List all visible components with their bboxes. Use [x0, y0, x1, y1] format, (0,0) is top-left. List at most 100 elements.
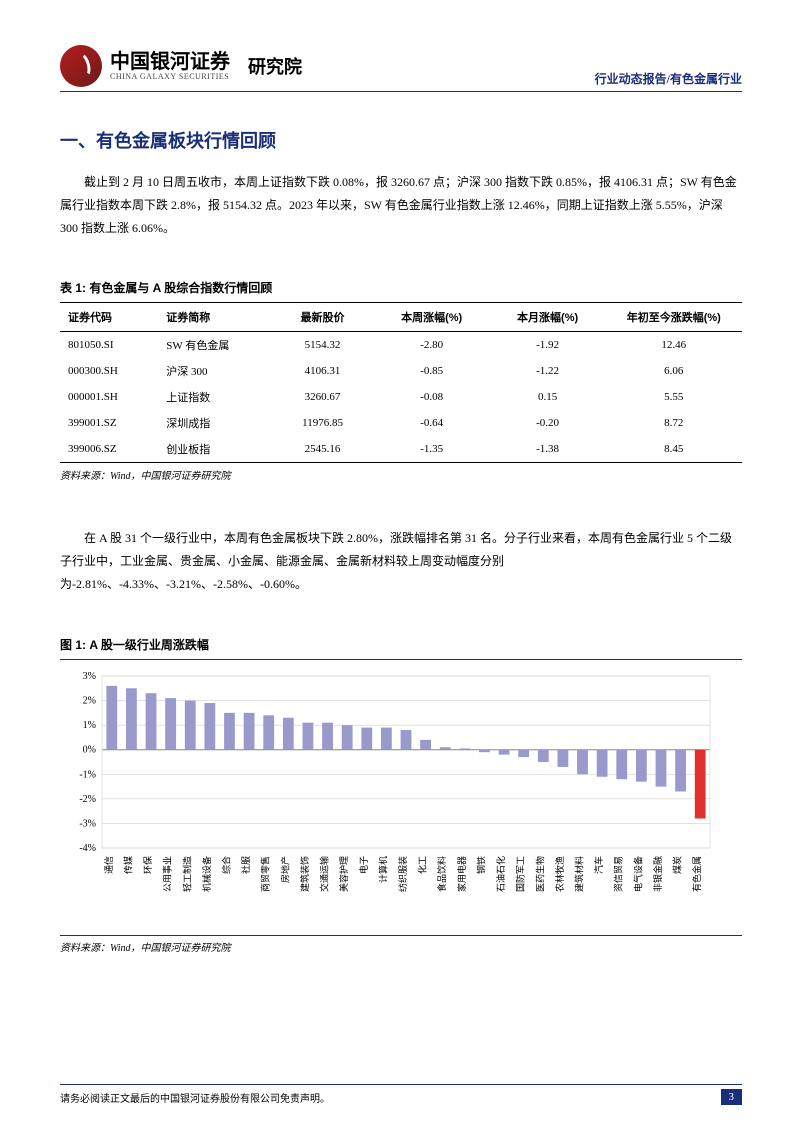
chart-1-title: 图 1: A 股一级行业周涨跌幅	[60, 636, 742, 653]
chart-1-source: 资料来源：Wind，中国银河证券研究院	[60, 935, 742, 954]
table-column-header: 证券简称	[162, 303, 271, 332]
svg-text:建筑材料: 建筑材料	[574, 856, 585, 892]
table-cell: -1.92	[490, 332, 606, 359]
table-cell: 399001.SZ	[60, 410, 162, 436]
table-cell: -1.22	[490, 358, 606, 384]
svg-text:机械设备: 机械设备	[201, 856, 212, 892]
svg-text:化工: 化工	[417, 856, 428, 874]
table-cell: 12.46	[606, 332, 742, 359]
svg-text:公用事业: 公用事业	[162, 856, 173, 892]
table-column-header: 本月涨幅(%)	[490, 303, 606, 332]
table-cell: -0.08	[374, 384, 490, 410]
svg-text:环保: 环保	[142, 856, 153, 874]
index-review-table: 证券代码证券简称最新股价本周涨幅(%)本月涨幅(%)年初至今涨跌幅(%) 801…	[60, 302, 742, 463]
svg-text:食品饮料: 食品饮料	[436, 856, 447, 892]
svg-text:美容护理: 美容护理	[338, 856, 349, 892]
logo-area: 中国银河证券 CHINA GALAXY SECURITIES 研究院	[60, 45, 302, 87]
svg-text:计算机: 计算机	[377, 856, 388, 883]
svg-text:石油石化: 石油石化	[495, 856, 506, 892]
table-row: 399006.SZ创业板指2545.16-1.35-1.388.45	[60, 436, 742, 463]
table-cell: 2545.16	[271, 436, 373, 463]
table-cell: 深圳成指	[162, 410, 271, 436]
svg-text:电子: 电子	[358, 856, 369, 874]
department-label: 研究院	[248, 53, 302, 79]
svg-text:农林牧渔: 农林牧渔	[554, 856, 565, 892]
table-cell: 上证指数	[162, 384, 271, 410]
table-cell: 399006.SZ	[60, 436, 162, 463]
table-cell: -1.38	[490, 436, 606, 463]
table-column-header: 年初至今涨跌幅(%)	[606, 303, 742, 332]
svg-text:1%: 1%	[83, 720, 96, 731]
svg-text:交通运输: 交通运输	[319, 856, 330, 892]
table-cell: 3260.67	[271, 384, 373, 410]
svg-text:综合: 综合	[220, 856, 231, 874]
table-cell: -0.64	[374, 410, 490, 436]
svg-text:非银金融: 非银金融	[652, 856, 663, 892]
svg-text:有色金属: 有色金属	[691, 856, 702, 892]
table-cell: -2.80	[374, 332, 490, 359]
svg-text:通信: 通信	[103, 856, 114, 874]
svg-text:钢铁: 钢铁	[475, 856, 486, 874]
table-cell: -0.20	[490, 410, 606, 436]
svg-text:-3%: -3%	[79, 818, 96, 829]
table-cell: 8.45	[606, 436, 742, 463]
chart-1-container: -4% -3% -2% -1% 0% 1% 2% 3% 通信传媒环保公用事业轻工制造机械设备综合…	[60, 659, 742, 933]
svg-text:汽车: 汽车	[593, 856, 604, 874]
svg-text:家用电器: 家用电器	[456, 856, 467, 892]
svg-text:商贸零售: 商贸零售	[260, 856, 271, 892]
svg-text:-4%: -4%	[79, 843, 96, 854]
page-header: 中国银河证券 CHINA GALAXY SECURITIES 研究院 行业动态报…	[60, 45, 742, 92]
svg-text:煤炭: 煤炭	[672, 856, 683, 874]
sector-weekly-change-chart: -4% -3% -2% -1% 0% 1% 2% 3% 通信传媒环保公用事业轻工制造机械设备综合…	[60, 668, 720, 928]
table-cell: 8.72	[606, 410, 742, 436]
table-row: 399001.SZ深圳成指11976.85-0.64-0.208.72	[60, 410, 742, 436]
section-title: 一、有色金属板块行情回顾	[60, 127, 742, 153]
table-cell: 创业板指	[162, 436, 271, 463]
svg-text:0%: 0%	[83, 744, 96, 755]
svg-text:3%: 3%	[83, 671, 96, 682]
table-row: 000300.SH沪深 3004106.31-0.85-1.226.06	[60, 358, 742, 384]
logo-icon	[60, 45, 102, 87]
table-cell: 801050.SI	[60, 332, 162, 359]
table-cell: 000300.SH	[60, 358, 162, 384]
svg-text:纺织服装: 纺织服装	[397, 856, 408, 892]
table-cell: 5.55	[606, 384, 742, 410]
table-cell: -0.85	[374, 358, 490, 384]
table-column-header: 最新股价	[271, 303, 373, 332]
disclaimer-text: 请务必阅读正文最后的中国银河证券股份有限公司免责声明。	[60, 1090, 330, 1105]
paragraph-1: 截止到 2 月 10 日周五收市，本周上证指数下跌 0.08%，报 3260.6…	[60, 171, 742, 239]
svg-text:社服: 社服	[240, 856, 251, 874]
svg-text:传媒: 传媒	[122, 856, 133, 874]
svg-text:资信贸易: 资信贸易	[613, 856, 624, 892]
paragraph-2: 在 A 股 31 个一级行业中，本周有色金属板块下跌 2.80%，涨跌幅排名第 …	[60, 527, 742, 595]
table-cell: 沪深 300	[162, 358, 271, 384]
svg-text:轻工制造: 轻工制造	[181, 856, 192, 892]
table-cell: 6.06	[606, 358, 742, 384]
table-cell: -1.35	[374, 436, 490, 463]
svg-text:建筑装饰: 建筑装饰	[299, 856, 310, 892]
doc-type-label: 行业动态报告/有色金属行业	[595, 70, 742, 87]
table-cell: SW 有色金属	[162, 332, 271, 359]
company-name-cn: 中国银河证券	[110, 51, 230, 73]
table-cell: 000001.SH	[60, 384, 162, 410]
table-cell: 5154.32	[271, 332, 373, 359]
table-column-header: 本周涨幅(%)	[374, 303, 490, 332]
table-row: 000001.SH上证指数3260.67-0.080.155.55	[60, 384, 742, 410]
svg-text:-2%: -2%	[79, 794, 96, 805]
table-cell: 4106.31	[271, 358, 373, 384]
svg-text:国防军工: 国防军工	[515, 856, 526, 892]
svg-text:电气设备: 电气设备	[632, 856, 643, 892]
table-1-source: 资料来源：Wind，中国银河证券研究院	[60, 467, 742, 482]
table-row: 801050.SISW 有色金属5154.32-2.80-1.9212.46	[60, 332, 742, 359]
table-1-title: 表 1: 有色金属与 A 股综合指数行情回顾	[60, 279, 742, 296]
svg-text:医药生物: 医药生物	[534, 856, 545, 892]
svg-text:2%: 2%	[83, 695, 96, 706]
page-footer: 请务必阅读正文最后的中国银河证券股份有限公司免责声明。 3	[60, 1084, 742, 1105]
company-name-en: CHINA GALAXY SECURITIES	[110, 73, 230, 82]
svg-text:房地产: 房地产	[279, 856, 290, 883]
table-cell: 11976.85	[271, 410, 373, 436]
table-cell: 0.15	[490, 384, 606, 410]
page-number: 3	[721, 1089, 743, 1105]
table-column-header: 证券代码	[60, 303, 162, 332]
svg-text:-1%: -1%	[79, 769, 96, 780]
